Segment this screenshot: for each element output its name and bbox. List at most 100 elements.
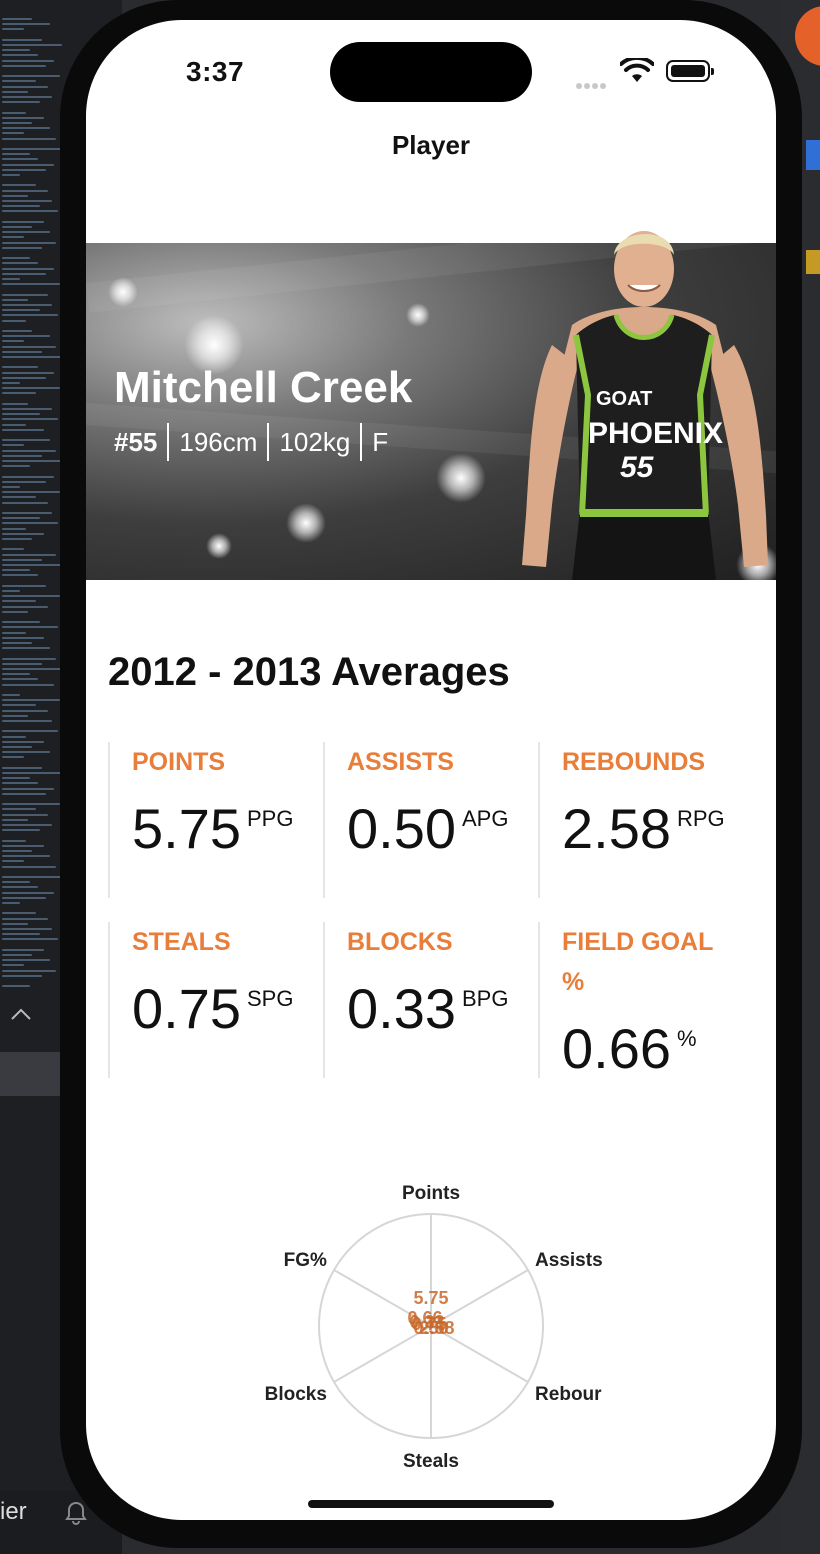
code-line (2, 246, 42, 249)
code-line (2, 740, 44, 743)
stat-card-points: POINTS 5.75 PPG (108, 742, 322, 898)
code-line (2, 38, 42, 41)
radar-chart: PointsAssistsRebourStealsBlocksFG%5.750.… (265, 1183, 603, 1472)
code-line (2, 356, 62, 358)
stat-value: 0.75 SPG (132, 976, 322, 1041)
code-line (2, 23, 50, 26)
code-line (2, 631, 26, 634)
radar-axis-label: FG% (284, 1250, 327, 1271)
code-line (2, 844, 44, 847)
code-line (2, 444, 24, 447)
code-line (2, 969, 56, 972)
divider (267, 423, 270, 461)
code-line (2, 163, 54, 166)
code-line (2, 137, 56, 140)
code-line (2, 116, 44, 119)
code-line (2, 413, 40, 416)
radar-area (429, 1320, 434, 1329)
radar-axis-label: Steals (403, 1451, 459, 1472)
code-line (2, 746, 32, 748)
code-line (2, 756, 24, 759)
editor-panel-tab[interactable] (0, 1052, 64, 1096)
stat-card-blocks: BLOCKS 0.33 BPG (323, 922, 537, 1078)
chevron-up-icon[interactable] (10, 1006, 32, 1022)
code-line (2, 423, 26, 426)
code-line (2, 860, 24, 863)
code-line (2, 818, 28, 821)
code-line (2, 350, 42, 353)
code-line (2, 75, 60, 78)
code-line (2, 44, 62, 46)
code-line (2, 59, 54, 62)
code-line (2, 938, 58, 941)
code-line (2, 345, 56, 348)
code-line (2, 668, 62, 670)
code-line (2, 933, 40, 936)
code-line (2, 371, 54, 374)
player-meta: #55 196cm 102kg F (114, 423, 388, 461)
code-line (2, 382, 20, 384)
code-line (2, 517, 40, 520)
side-marker (806, 140, 820, 170)
phone-screen: 3:37 Player Mitchell Creek #55 196cm 102… (86, 20, 776, 1520)
code-line (2, 730, 58, 733)
code-line (2, 922, 28, 925)
code-line (2, 480, 46, 483)
code-line (2, 595, 60, 598)
code-line (2, 954, 32, 956)
stat-label: REBOUNDS (562, 748, 706, 776)
code-line (2, 210, 58, 213)
stat-number: 0.66 (562, 1017, 671, 1080)
code-line (2, 496, 36, 499)
bell-icon[interactable] (64, 1500, 88, 1526)
status-time: 3:37 (186, 56, 245, 87)
code-line (2, 241, 56, 244)
code-line (2, 865, 56, 868)
radar-spoke (430, 1269, 529, 1327)
code-line (2, 824, 52, 826)
code-line (2, 101, 40, 104)
code-line (2, 787, 54, 790)
player-name: Mitchell Creek (114, 363, 413, 412)
light-flare (436, 453, 486, 503)
code-line (2, 340, 24, 343)
radar-spoke (430, 1325, 529, 1383)
code-line (2, 122, 32, 124)
player-height: 196cm (179, 426, 258, 457)
code-line (2, 766, 42, 769)
code-line (2, 621, 40, 624)
editor-status-text: ier (0, 1498, 27, 1525)
code-line (2, 366, 38, 369)
code-line (2, 855, 50, 858)
player-weight: 102kg (279, 426, 351, 457)
jersey-sponsor: GOAT (596, 388, 652, 410)
light-flare (206, 533, 232, 559)
code-line (2, 673, 30, 676)
code-line (2, 194, 28, 197)
code-line (2, 912, 36, 915)
radar-value-label: 0.75 (411, 1314, 446, 1334)
code-line (2, 678, 38, 681)
code-line (2, 85, 48, 88)
stat-number: 0.33 (347, 977, 456, 1040)
home-indicator[interactable] (308, 1500, 554, 1508)
code-line (2, 600, 36, 603)
code-line (2, 522, 58, 525)
code-line (2, 782, 38, 785)
code-line (2, 839, 26, 842)
code-line (2, 636, 44, 639)
stat-unit: RPG (677, 806, 725, 831)
code-line (2, 590, 20, 592)
light-flare (184, 315, 244, 375)
code-line (2, 564, 62, 566)
code-line (2, 558, 42, 561)
code-line (2, 584, 46, 587)
stat-number: 2.58 (562, 797, 671, 860)
code-line (2, 226, 32, 228)
code-line (2, 974, 42, 977)
code-line (2, 928, 52, 930)
code-line (2, 376, 46, 379)
stat-card-field-goal: FIELD GOAL % 0.66% (538, 922, 752, 1080)
code-line (2, 158, 38, 161)
code-line (2, 293, 48, 296)
